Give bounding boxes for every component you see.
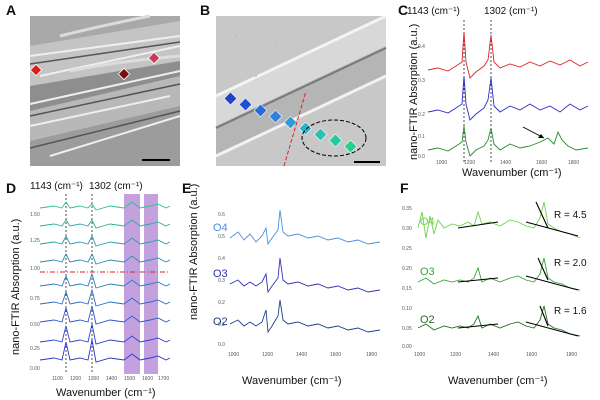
- series-label-o3: O3: [213, 268, 228, 280]
- tick-label: 0.35: [402, 206, 412, 212]
- x-axis-label: Wavenumber (cm⁻¹): [462, 167, 562, 179]
- boundary-line: [283, 90, 307, 167]
- tick-label: 0.75: [30, 296, 40, 302]
- series-label-o2: O2: [213, 316, 228, 328]
- tick-label: 0.20: [402, 266, 412, 272]
- tick-label: 0.10: [402, 306, 412, 312]
- ratio-label-o3: R = 2.0: [554, 258, 587, 269]
- spectrum-o4: [229, 209, 381, 246]
- tick-label: 1400: [106, 376, 118, 382]
- peak2-label: 1302 (cm⁻¹): [484, 6, 538, 17]
- tick-label: 1000: [228, 352, 240, 358]
- spectrum-green: [427, 125, 589, 157]
- tick-label: 0.2: [218, 300, 225, 306]
- tick-label: 0.3: [218, 278, 225, 284]
- marker-darkred: [117, 67, 131, 81]
- tick-label: 0.15: [402, 286, 412, 292]
- tick-label: 0.30: [402, 226, 412, 232]
- tick-label: 0.4: [218, 256, 225, 262]
- tick-label: 1800: [366, 352, 378, 358]
- tick-label: 1200: [262, 352, 274, 358]
- tick-label: 0.4: [418, 44, 425, 50]
- peak1-label: 1143 (cm⁻¹): [30, 181, 83, 192]
- tick-label: 0.0: [218, 342, 225, 348]
- tick-label: 1400: [296, 352, 308, 358]
- spectrum-o3: [417, 257, 581, 291]
- panel-a-label: A: [6, 2, 17, 18]
- peak1-label: 1143 (cm⁻¹): [407, 6, 460, 17]
- tick-label: 1200: [70, 376, 82, 382]
- panel-f-spectra: [417, 201, 581, 337]
- spectrum-o2: [229, 299, 381, 334]
- tick-label: 1.25: [30, 238, 40, 244]
- tick-label: 1800: [566, 352, 578, 358]
- panel-b-label: B: [200, 2, 211, 18]
- tick-label: 1500: [124, 376, 136, 382]
- peak2-label: 1302 (cm⁻¹): [89, 181, 143, 192]
- marker-pink: [147, 51, 161, 65]
- tick-label: 1.00: [30, 266, 40, 272]
- panel-b-afm-image: [215, 14, 387, 167]
- x-axis-label: Wavenumber (cm⁻¹): [242, 375, 342, 387]
- panel-a-afm-image: [29, 14, 181, 166]
- tick-label: 1200: [450, 352, 462, 358]
- spectrum-o4: [417, 201, 581, 239]
- marker-red: [29, 63, 43, 77]
- panel-f-label: F: [400, 180, 409, 196]
- tick-label: 1400: [488, 352, 500, 358]
- tick-label: 1600: [142, 376, 154, 382]
- tick-label: 0.25: [402, 246, 412, 252]
- tick-label: 1000: [436, 160, 448, 166]
- tick-label: 0.1: [418, 134, 425, 140]
- series-label-o2: O2: [420, 314, 435, 326]
- panel-d-spectra: [39, 194, 171, 374]
- tick-label: 0.3: [418, 78, 425, 84]
- point-markers: [223, 91, 358, 154]
- tick-label: 0.25: [30, 346, 40, 352]
- series-label-o4: O4: [213, 222, 228, 234]
- tick-label: 0.05: [402, 326, 412, 332]
- panel-c-spectra: [427, 20, 589, 162]
- x-axis-label: Wavenumber (cm⁻¹): [56, 387, 156, 399]
- shaded-band-1: [124, 194, 140, 374]
- tick-label: 1600: [526, 352, 538, 358]
- spectrum-red: [427, 31, 589, 79]
- panel-c-label: C: [398, 2, 409, 18]
- tick-label: 1.50: [30, 212, 40, 218]
- tick-label: 1800: [568, 160, 580, 166]
- tick-label: 0.5: [218, 234, 225, 240]
- ratio-label-o4: R = 4.5: [554, 210, 587, 221]
- tick-label: 1100: [52, 376, 63, 382]
- tick-label: 1300: [88, 376, 100, 382]
- series-label-o3: O3: [420, 266, 435, 278]
- tick-label: 1600: [536, 160, 548, 166]
- panel-d-label: D: [6, 180, 17, 196]
- ratio-label-o2: R = 1.6: [554, 306, 587, 317]
- tick-label: 0.0: [418, 154, 425, 160]
- spectrum-o2: [417, 305, 581, 337]
- spectrum-blue: [427, 75, 589, 121]
- panel-e-spectra: [229, 209, 381, 334]
- region-ellipse: [301, 119, 367, 157]
- panel-e-label: E: [182, 180, 192, 196]
- tick-label: 1700: [158, 376, 170, 382]
- tick-label: 1000: [414, 352, 426, 358]
- tick-label: 0.00: [30, 366, 40, 372]
- tick-label: 0.2: [418, 112, 425, 118]
- y-axis-label: nano-FTIR Absorption (a.u.): [10, 218, 22, 355]
- tick-label: 0.6: [218, 212, 225, 218]
- tick-label: 1600: [330, 352, 342, 358]
- tick-label: 0.50: [30, 322, 40, 328]
- tick-label: 0.00: [402, 344, 412, 350]
- spectrum-o3: [229, 257, 381, 294]
- tick-label: 1200: [464, 160, 476, 166]
- x-axis-label: Wavenumber (cm⁻¹): [448, 375, 548, 387]
- tick-label: 0.1: [218, 322, 225, 328]
- tick-label: 1400: [500, 160, 512, 166]
- y-axis-label: nano-FTIR Absorption (a.u.): [188, 183, 200, 320]
